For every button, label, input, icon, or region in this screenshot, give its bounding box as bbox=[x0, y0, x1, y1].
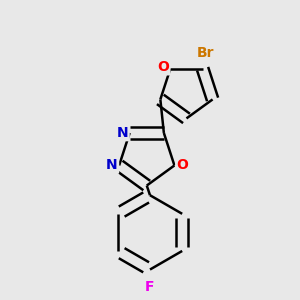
Text: N: N bbox=[106, 158, 118, 172]
Text: O: O bbox=[157, 60, 169, 74]
Text: Br: Br bbox=[197, 46, 214, 60]
Text: N: N bbox=[117, 126, 128, 140]
Text: F: F bbox=[145, 280, 155, 294]
Text: O: O bbox=[177, 158, 188, 172]
